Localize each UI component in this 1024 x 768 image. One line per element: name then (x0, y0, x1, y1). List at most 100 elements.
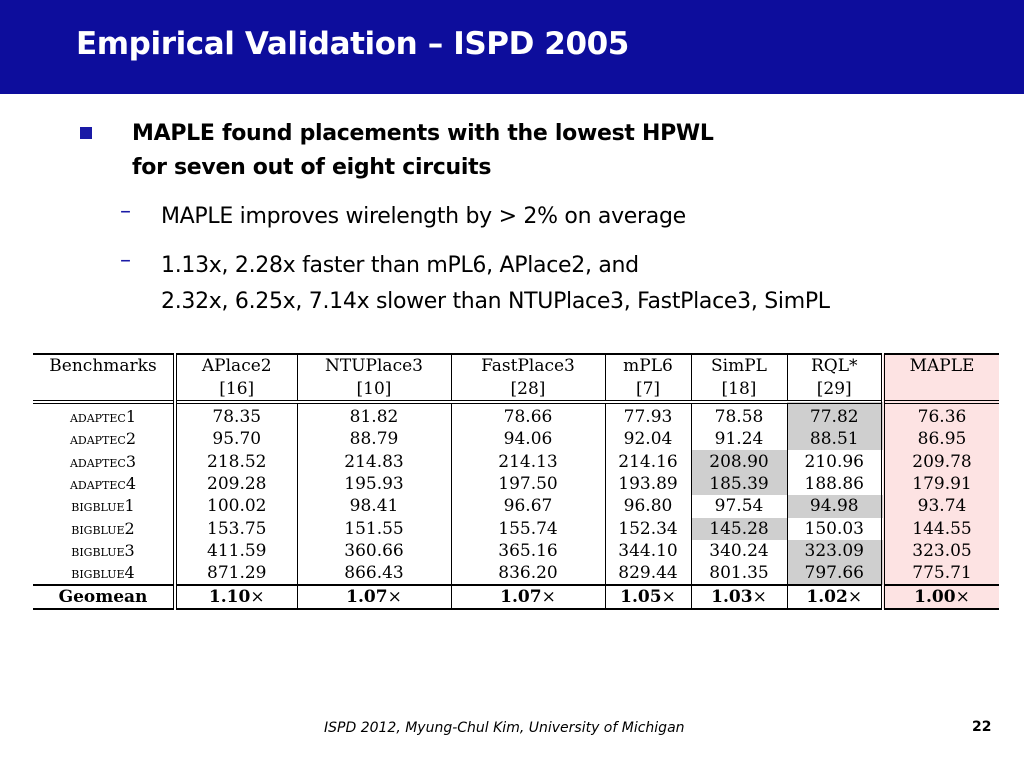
subbullet-1-text: MAPLE improves wirelength by > 2% on ave… (161, 204, 686, 229)
times-symbol: × (955, 587, 970, 608)
table-row: adaptec3 218.52 214.83 214.13 214.16 208.90 21… (33, 450, 999, 473)
geomean-row: Geomean 1.10× 1.07× 1.07× 1.05× 1.03× 1.02× 1.0… (33, 584, 999, 611)
table-cell: 145.28 (690, 517, 787, 540)
table-cell: 218.52 (173, 450, 297, 473)
table-row: bigblue1 100.02 98.41 96.67 96.80 97.54 94.98 9… (33, 495, 999, 518)
table-cell: 98.41 (296, 495, 451, 518)
geomean-label: Geomean (33, 584, 175, 611)
table-cell: 214.83 (296, 450, 451, 473)
benchmark-name: adaptec1 (33, 400, 175, 428)
table-cell: 78.35 (173, 400, 297, 428)
table-row: bigblue4 871.29 866.43 836.20 829.44 801.35 79… (33, 562, 999, 586)
table-cell: 195.93 (296, 472, 451, 496)
table-cell: 344.10 (604, 539, 691, 563)
benchmark-name: adaptec2 (69, 429, 137, 449)
table-cell: 91.24 (690, 428, 787, 451)
benchmark-name: adaptec4 (69, 473, 137, 493)
table-cell: 94.98 (786, 495, 883, 518)
header-ref: [7] (604, 378, 691, 403)
table-cell: 88.51 (786, 428, 883, 451)
geomean-cell: 1.00× (881, 584, 999, 611)
table-cell: 208.90 (690, 450, 787, 473)
table-cell: 323.09 (786, 539, 883, 563)
table-cell: 78.58 (690, 400, 787, 428)
times-symbol: × (752, 587, 767, 608)
table-row: adaptec2 95.70 88.79 94.06 92.04 91.24 88.51 86… (33, 428, 999, 451)
table-cell: 411.59 (173, 539, 297, 563)
header-mpl6: mPL6 (604, 353, 691, 378)
table-cell: 323.05 (881, 539, 999, 563)
geomean-value: 1.10 (208, 587, 251, 608)
table-cell: 775.71 (881, 562, 999, 586)
header-benchmarks: Benchmarks (33, 353, 175, 378)
page-number: 22 (972, 719, 992, 735)
header-maple: MAPLE (881, 353, 999, 378)
table-cell: 96.80 (604, 495, 691, 518)
geomean-value: 1.07 (500, 587, 542, 608)
table-cell: 801.35 (690, 562, 787, 586)
benchmark-name: bigblue3 (71, 541, 135, 561)
table-cell: 185.39 (690, 472, 787, 496)
dash-icon: – (120, 199, 131, 224)
benchmark-name: bigblue2 (71, 518, 135, 538)
geomean-value: 1.05 (620, 587, 662, 608)
table-cell: 153.75 (173, 517, 297, 540)
table-cell: 214.16 (604, 450, 691, 473)
times-symbol: × (250, 587, 265, 608)
table-cell: 95.70 (173, 428, 297, 451)
table-cell: 86.95 (881, 428, 999, 451)
table-cell: 93.74 (881, 495, 999, 518)
table-cell: 150.03 (786, 517, 883, 540)
table-cell: 360.66 (296, 539, 451, 563)
table-cell: 340.24 (690, 539, 787, 563)
table-cell: 209.28 (173, 472, 297, 496)
header-ntuplace3: NTUPlace3 (296, 353, 451, 378)
dash-icon: – (120, 248, 131, 273)
table-cell: 78.66 (450, 400, 605, 428)
geomean-value: 1.02 (806, 587, 848, 608)
header-simpl: SimPL (690, 353, 787, 378)
table-row: adaptec4 209.28 195.93 197.50 193.89 185.39 18… (33, 472, 999, 496)
table-cell: 94.06 (450, 428, 605, 451)
table-cell: 144.55 (881, 517, 999, 540)
table-cell: 88.79 (296, 428, 451, 451)
header-ref: [28] (450, 378, 605, 403)
geomean-value: 1.00 (914, 587, 956, 608)
header-ref: [16] (173, 378, 297, 403)
table-cell: 214.13 (450, 450, 605, 473)
table-cell: 188.86 (786, 472, 883, 496)
table-cell: 76.36 (881, 400, 999, 428)
geomean-cell: 1.10× (173, 584, 297, 611)
header-ref: [18] (690, 378, 787, 403)
slide-title: Empirical Validation – ISPD 2005 (76, 26, 629, 62)
geomean-cell: 1.02× (786, 584, 883, 611)
table-cell: 365.16 (450, 539, 605, 563)
table-cell: 77.93 (604, 400, 691, 428)
times-symbol: × (661, 587, 676, 608)
times-symbol: × (387, 587, 402, 608)
table-cell: 97.54 (690, 495, 787, 518)
table-cell: 155.74 (450, 517, 605, 540)
table-cell: 193.89 (604, 472, 691, 496)
geomean-cell: 1.03× (690, 584, 787, 611)
benchmark-name: bigblue4 (71, 563, 135, 583)
table-row: adaptec1 78.35 81.82 78.66 77.93 78.58 77.82 76… (33, 400, 999, 428)
header-fastplace3: FastPlace3 (450, 353, 605, 378)
geomean-value: 1.07 (346, 587, 388, 608)
table-cell: 871.29 (173, 562, 297, 586)
table-cell: 797.66 (786, 562, 883, 586)
table-cell: 829.44 (604, 562, 691, 586)
table-cell: 866.43 (296, 562, 451, 586)
geomean-cell: 1.07× (450, 584, 605, 611)
benchmark-name: adaptec3 (69, 451, 137, 471)
title-bar: Empirical Validation – ISPD 2005 (0, 0, 1024, 94)
table-row: bigblue2 153.75 151.55 155.74 152.34 145.28 15… (33, 517, 999, 540)
table-cell: 836.20 (450, 562, 605, 586)
benchmark-name: bigblue1 (71, 496, 135, 516)
table-cell: 197.50 (450, 472, 605, 496)
main-bullet: MAPLE found placements with the lowest H… (132, 117, 714, 185)
header-ref (33, 378, 175, 403)
header-aplace2: APlace2 (173, 353, 297, 378)
table-row: bigblue3 411.59 360.66 365.16 344.10 340.24 32… (33, 539, 999, 563)
table-cell: 92.04 (604, 428, 691, 451)
